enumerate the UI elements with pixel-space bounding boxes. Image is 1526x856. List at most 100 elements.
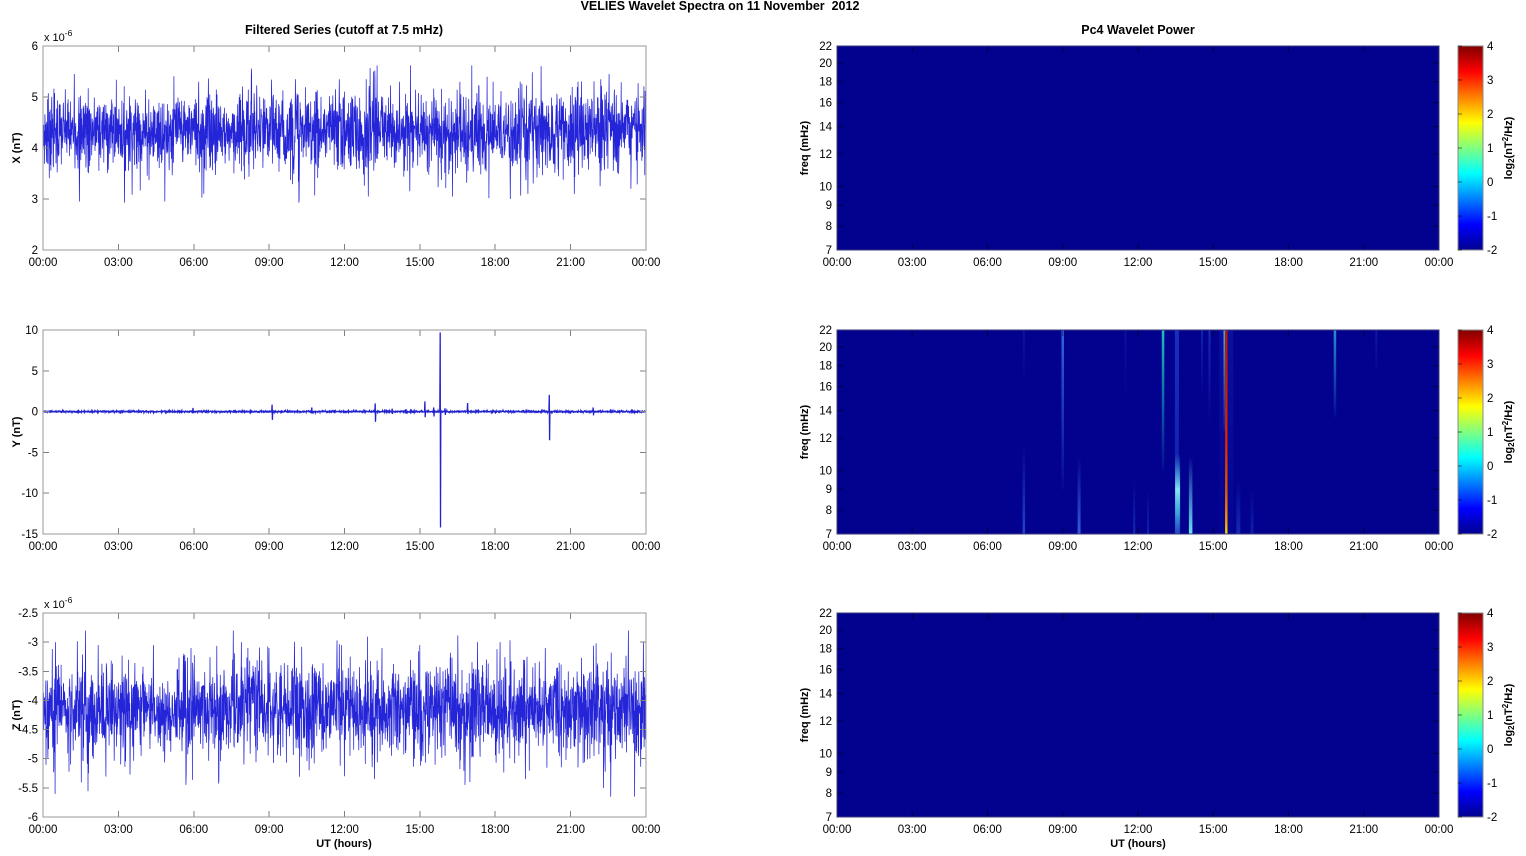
svg-text:15:00: 15:00 (406, 824, 435, 836)
svg-text:18: 18 (819, 644, 832, 656)
svg-text:14: 14 (819, 122, 832, 134)
svg-text:-1: -1 (1487, 495, 1497, 507)
svg-text:7: 7 (826, 245, 832, 257)
svg-text:10: 10 (819, 466, 832, 478)
svg-text:21:00: 21:00 (556, 824, 585, 836)
svg-text:-4: -4 (28, 695, 39, 707)
svg-text:06:00: 06:00 (973, 541, 1002, 553)
svg-text:X (nT): X (nT) (11, 132, 23, 163)
svg-text:09:00: 09:00 (255, 541, 284, 553)
svg-text:-10: -10 (21, 488, 38, 500)
svg-text:7: 7 (826, 812, 832, 824)
svg-text:-5: -5 (28, 447, 38, 459)
svg-text:03:00: 03:00 (898, 824, 927, 836)
svg-text:00:00: 00:00 (1425, 257, 1454, 269)
svg-text:2: 2 (1487, 393, 1493, 405)
svg-text:09:00: 09:00 (255, 824, 284, 836)
svg-text:14: 14 (819, 406, 832, 418)
svg-text:21:00: 21:00 (1349, 541, 1378, 553)
svg-text:03:00: 03:00 (104, 541, 133, 553)
svg-text:18:00: 18:00 (481, 824, 510, 836)
svg-text:5: 5 (32, 366, 38, 378)
svg-text:12:00: 12:00 (1124, 541, 1153, 553)
svg-text:10: 10 (25, 325, 38, 337)
svg-text:15:00: 15:00 (406, 541, 435, 553)
svg-text:3: 3 (1487, 75, 1493, 87)
svg-text:-2: -2 (1487, 529, 1497, 541)
svg-text:VELIES Wavelet Spectra on 11 N: VELIES Wavelet Spectra on 11 November 20… (581, 0, 860, 13)
svg-text:18: 18 (819, 361, 832, 373)
svg-text:18:00: 18:00 (1274, 824, 1303, 836)
svg-text:21:00: 21:00 (1349, 257, 1378, 269)
svg-text:3: 3 (32, 194, 38, 206)
svg-text:0: 0 (1487, 744, 1493, 756)
svg-text:-5.5: -5.5 (18, 783, 38, 795)
svg-text:03:00: 03:00 (898, 541, 927, 553)
svg-text:06:00: 06:00 (179, 541, 208, 553)
svg-text:20: 20 (819, 342, 832, 354)
svg-text:log2(nT2/Hz): log2(nT2/Hz) (1501, 116, 1516, 179)
svg-text:21:00: 21:00 (556, 257, 585, 269)
svg-text:0: 0 (32, 407, 38, 419)
svg-text:Pc4 Wavelet Power: Pc4 Wavelet Power (1081, 23, 1195, 37)
svg-text:freq (mHz): freq (mHz) (799, 404, 811, 459)
svg-text:12:00: 12:00 (330, 541, 359, 553)
svg-text:18: 18 (819, 77, 832, 89)
svg-text:UT (hours): UT (hours) (1110, 838, 1166, 850)
svg-text:Filtered Series (cutoff at 7.5: Filtered Series (cutoff at 7.5 mHz) (245, 23, 443, 37)
svg-text:00:00: 00:00 (1425, 824, 1454, 836)
svg-text:3: 3 (1487, 359, 1493, 371)
svg-text:8: 8 (826, 788, 832, 800)
svg-text:18:00: 18:00 (1274, 541, 1303, 553)
svg-text:09:00: 09:00 (1048, 541, 1077, 553)
svg-text:0: 0 (1487, 177, 1493, 189)
svg-text:00:00: 00:00 (1425, 541, 1454, 553)
svg-text:12: 12 (819, 149, 832, 161)
svg-text:20: 20 (819, 625, 832, 637)
svg-text:00:00: 00:00 (823, 824, 852, 836)
svg-text:20: 20 (819, 58, 832, 70)
svg-text:9: 9 (826, 200, 832, 212)
svg-text:18:00: 18:00 (481, 257, 510, 269)
svg-text:03:00: 03:00 (104, 257, 133, 269)
svg-text:10: 10 (819, 182, 832, 194)
svg-text:15:00: 15:00 (406, 257, 435, 269)
svg-text:6: 6 (32, 41, 38, 53)
svg-text:16: 16 (819, 382, 832, 394)
svg-text:-5: -5 (28, 754, 38, 766)
svg-text:1: 1 (1487, 143, 1493, 155)
svg-text:06:00: 06:00 (179, 824, 208, 836)
svg-text:03:00: 03:00 (104, 824, 133, 836)
svg-text:09:00: 09:00 (255, 257, 284, 269)
svg-text:00:00: 00:00 (823, 257, 852, 269)
svg-text:2: 2 (1487, 676, 1493, 688)
svg-text:2: 2 (32, 245, 38, 257)
svg-text:9: 9 (826, 484, 832, 496)
svg-text:9: 9 (826, 767, 832, 779)
svg-text:freq (mHz): freq (mHz) (799, 120, 811, 175)
svg-text:1: 1 (1487, 710, 1493, 722)
svg-text:-6: -6 (28, 812, 38, 824)
svg-text:00:00: 00:00 (29, 824, 58, 836)
svg-text:4: 4 (32, 143, 39, 155)
svg-text:21:00: 21:00 (1349, 824, 1378, 836)
svg-text:18:00: 18:00 (481, 541, 510, 553)
svg-text:-3: -3 (28, 637, 38, 649)
svg-text:12: 12 (819, 433, 832, 445)
svg-text:00:00: 00:00 (29, 257, 58, 269)
svg-text:log2(nT2/Hz): log2(nT2/Hz) (1501, 400, 1516, 463)
svg-text:-2: -2 (1487, 812, 1497, 824)
svg-text:16: 16 (819, 98, 832, 110)
svg-text:15:00: 15:00 (1199, 257, 1228, 269)
svg-text:12:00: 12:00 (330, 824, 359, 836)
svg-text:-15: -15 (21, 529, 38, 541)
svg-text:00:00: 00:00 (823, 541, 852, 553)
svg-text:03:00: 03:00 (898, 257, 927, 269)
svg-text:5: 5 (32, 92, 38, 104)
svg-text:12:00: 12:00 (1124, 257, 1153, 269)
svg-text:4: 4 (1487, 325, 1494, 337)
svg-text:UT (hours): UT (hours) (316, 838, 372, 850)
svg-text:-1: -1 (1487, 778, 1497, 790)
svg-text:15:00: 15:00 (1199, 824, 1228, 836)
svg-text:06:00: 06:00 (973, 257, 1002, 269)
